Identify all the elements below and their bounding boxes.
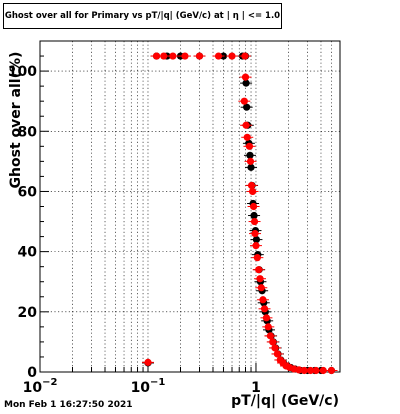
data-point bbox=[257, 284, 265, 292]
data-point bbox=[256, 275, 264, 283]
y-tick-label: 20 bbox=[18, 305, 38, 321]
data-point bbox=[273, 350, 282, 358]
data-point bbox=[319, 366, 327, 375]
data-point bbox=[269, 338, 277, 346]
x-axis-label: pT/|q| (GeV/c) bbox=[231, 393, 339, 409]
data-point bbox=[262, 314, 271, 322]
y-tick-label: 100 bbox=[8, 64, 37, 80]
data-point bbox=[169, 52, 177, 60]
chart-title: Ghost over all for Primary vs pT/|q| (Ge… bbox=[4, 11, 281, 21]
data-point bbox=[246, 151, 254, 159]
data-point bbox=[243, 133, 251, 141]
data-point bbox=[152, 52, 161, 60]
data-point bbox=[246, 157, 255, 165]
data-point bbox=[250, 211, 258, 220]
data-point bbox=[228, 52, 236, 60]
data-point bbox=[144, 358, 152, 366]
data-point bbox=[253, 254, 261, 262]
data-point bbox=[247, 181, 256, 190]
data-point bbox=[240, 97, 248, 105]
tick-labels: 0 20 40 60 80 100 10−2 10−1 1 bbox=[8, 64, 261, 396]
data-point bbox=[252, 242, 260, 250]
data-point bbox=[241, 73, 250, 81]
data-point bbox=[243, 103, 251, 111]
data-point bbox=[160, 52, 168, 60]
axis-ticks bbox=[39, 55, 341, 373]
timestamp: Mon Feb 1 16:27:50 2021 bbox=[4, 400, 133, 410]
y-tick-label: 60 bbox=[18, 184, 38, 200]
data-points bbox=[141, 52, 338, 375]
plot-frame bbox=[39, 40, 341, 373]
data-point bbox=[247, 163, 255, 171]
data-point bbox=[295, 366, 303, 374]
data-point bbox=[250, 217, 259, 226]
data-point bbox=[327, 366, 336, 375]
data-point bbox=[245, 142, 254, 150]
x-tick-label: 10−1 bbox=[131, 377, 166, 396]
data-point bbox=[264, 323, 272, 331]
data-point bbox=[249, 202, 258, 211]
data-point bbox=[300, 366, 308, 375]
data-point bbox=[312, 366, 320, 375]
data-point bbox=[248, 187, 257, 196]
grid bbox=[40, 41, 340, 372]
data-point bbox=[181, 52, 189, 60]
y-tick-label: 80 bbox=[18, 124, 38, 140]
data-point bbox=[214, 52, 223, 60]
y-axis-label: Ghost over all(%) bbox=[8, 52, 24, 189]
data-point bbox=[252, 236, 261, 244]
data-point bbox=[242, 79, 250, 87]
data-point bbox=[251, 229, 259, 238]
y-tick-label: 40 bbox=[18, 245, 38, 261]
data-point bbox=[271, 344, 279, 352]
chart-title-box: Ghost over all for Primary vs pT/|q| (Ge… bbox=[3, 3, 282, 29]
data-point bbox=[241, 52, 249, 60]
data-point bbox=[266, 332, 274, 340]
data-point bbox=[242, 121, 250, 129]
data-point bbox=[255, 266, 263, 274]
x-tick-label: 1 bbox=[251, 380, 261, 396]
y-tick-label: 0 bbox=[27, 365, 37, 381]
data-point bbox=[259, 296, 267, 304]
data-point bbox=[195, 52, 204, 60]
x-tick-label: 10−2 bbox=[23, 377, 58, 396]
data-point bbox=[260, 305, 269, 313]
